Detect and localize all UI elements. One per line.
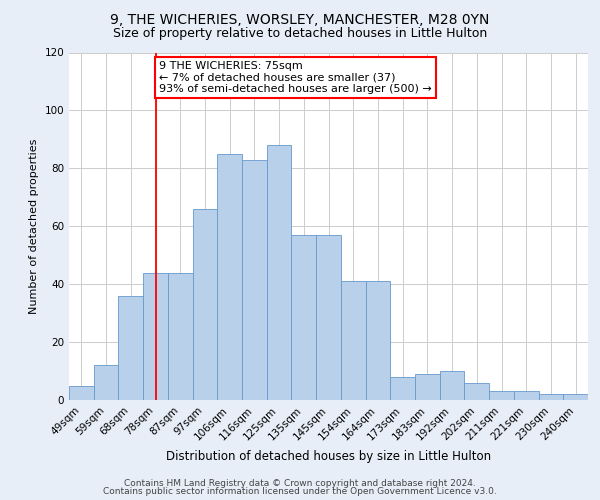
Bar <box>539 394 563 400</box>
Bar <box>489 392 514 400</box>
Bar <box>242 160 267 400</box>
Text: Size of property relative to detached houses in Little Hulton: Size of property relative to detached ho… <box>113 28 487 40</box>
Bar <box>440 371 464 400</box>
Bar <box>267 145 292 400</box>
Bar <box>94 365 118 400</box>
Bar <box>563 394 588 400</box>
Y-axis label: Number of detached properties: Number of detached properties <box>29 138 39 314</box>
Text: Contains HM Land Registry data © Crown copyright and database right 2024.: Contains HM Land Registry data © Crown c… <box>124 478 476 488</box>
Bar <box>341 282 365 400</box>
Bar <box>69 386 94 400</box>
Text: 9 THE WICHERIES: 75sqm
← 7% of detached houses are smaller (37)
93% of semi-deta: 9 THE WICHERIES: 75sqm ← 7% of detached … <box>159 61 432 94</box>
Bar <box>193 209 217 400</box>
Text: 9, THE WICHERIES, WORSLEY, MANCHESTER, M28 0YN: 9, THE WICHERIES, WORSLEY, MANCHESTER, M… <box>110 12 490 26</box>
Bar <box>316 235 341 400</box>
Bar <box>292 235 316 400</box>
Bar <box>464 382 489 400</box>
Bar <box>390 377 415 400</box>
X-axis label: Distribution of detached houses by size in Little Hulton: Distribution of detached houses by size … <box>166 450 491 463</box>
Bar <box>415 374 440 400</box>
Bar <box>514 392 539 400</box>
Bar <box>217 154 242 400</box>
Bar <box>168 272 193 400</box>
Bar <box>365 282 390 400</box>
Bar <box>118 296 143 400</box>
Bar <box>143 272 168 400</box>
Text: Contains public sector information licensed under the Open Government Licence v3: Contains public sector information licen… <box>103 487 497 496</box>
